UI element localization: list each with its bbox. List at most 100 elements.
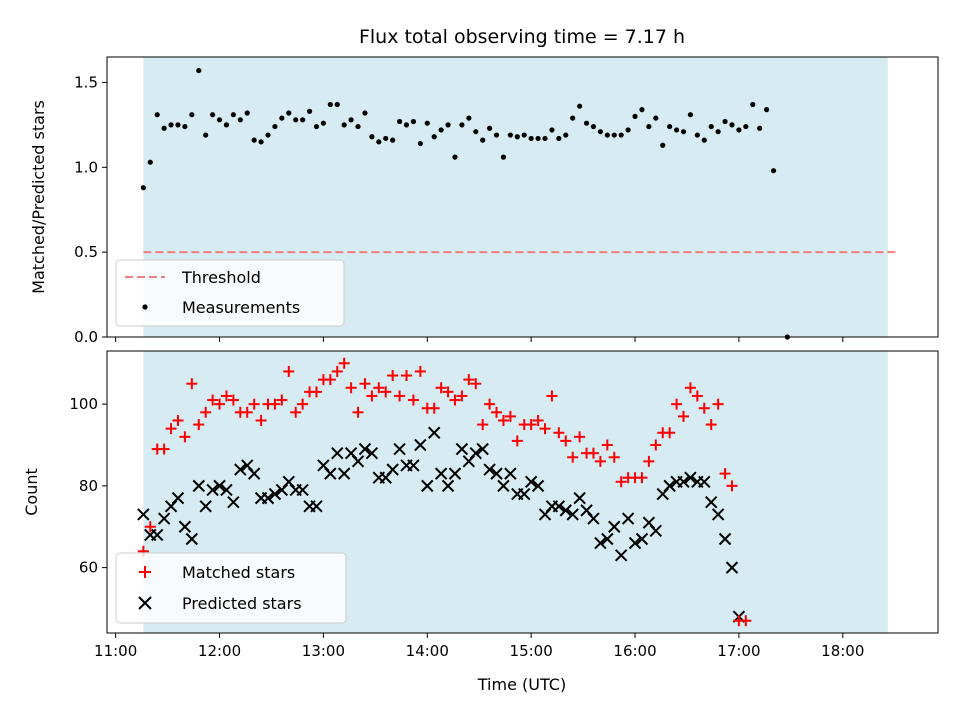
matched-star-point — [428, 402, 440, 414]
measurement-point — [168, 122, 174, 128]
measurement-point — [701, 137, 707, 143]
predicted-star-point — [677, 475, 690, 488]
matched-star-point — [165, 423, 177, 435]
matched-star-point — [200, 406, 212, 418]
predicted-star-point — [621, 512, 635, 525]
measurement-point — [514, 134, 520, 140]
predicted-star-point — [663, 479, 676, 493]
predicted-star-point — [594, 536, 607, 550]
predicted-star-point — [497, 479, 510, 493]
matched-star-point — [380, 386, 392, 398]
matched-star-point — [172, 414, 184, 426]
matched-star-point — [407, 394, 419, 406]
measurement-point — [673, 127, 680, 133]
predicted-star-point — [393, 442, 406, 456]
measurement-point — [542, 135, 548, 142]
measurement-point — [300, 117, 306, 123]
top-ytick-label: 0.0 — [74, 328, 98, 346]
matched-star-point — [740, 615, 752, 627]
matched-star-point — [594, 455, 606, 467]
measurement-point — [272, 123, 278, 130]
measurement-point — [293, 117, 299, 123]
matched-star-point — [463, 374, 475, 386]
matched-star-point — [470, 378, 482, 390]
measurement-point — [577, 103, 583, 109]
matched-stars-series — [137, 357, 752, 627]
measurement-point — [556, 135, 562, 142]
matched-star-point — [678, 410, 690, 422]
measurement-point — [244, 110, 250, 116]
matched-star-point — [207, 394, 219, 406]
matched-star-point — [290, 406, 302, 418]
matched-star-point — [449, 394, 461, 406]
measurement-point — [431, 134, 437, 140]
measurement-point — [500, 154, 507, 160]
chart-title: Flux total observing time = 7.17 h — [359, 26, 685, 48]
predicted-star-point — [587, 512, 600, 525]
measurements-series — [140, 67, 790, 340]
measurement-point — [660, 142, 666, 148]
predicted-star-point — [614, 549, 628, 562]
predicted-star-point — [358, 442, 372, 456]
measurement-point — [632, 113, 638, 119]
predicted-star-point — [483, 463, 496, 476]
top-legend: Threshold Measurements — [115, 259, 345, 327]
matched-star-point — [442, 386, 454, 398]
bottom-xtick-label: 14:00 — [406, 642, 449, 660]
matched-star-point — [664, 427, 676, 439]
measurement-point — [410, 118, 417, 125]
measurement-point — [230, 112, 236, 118]
matched-star-point — [608, 451, 620, 463]
matched-star-point — [297, 398, 309, 410]
bottom-panel: 60 80 100 11:00 12:00 13:00 14:00 15:00 16:00 17… — [22, 350, 939, 694]
legend-predicted-swatch — [138, 596, 152, 610]
bottom-xtick-label: 17:00 — [717, 642, 760, 660]
matched-star-point — [220, 390, 232, 402]
matched-star-point — [615, 476, 627, 488]
measurement-point — [175, 122, 181, 128]
measurement-point — [189, 112, 195, 118]
legend-threshold-label: Threshold — [181, 268, 261, 287]
measurement-point — [473, 129, 479, 135]
top-ytick-label: 1.0 — [74, 158, 98, 176]
measurement-point — [528, 135, 534, 142]
matched-star-point — [338, 357, 350, 369]
measurement-point — [355, 123, 361, 130]
measurement-point — [369, 134, 375, 140]
measurement-point — [764, 107, 770, 113]
predicted-star-point — [331, 446, 344, 460]
matched-star-point — [477, 419, 489, 431]
predicted-star-point — [628, 536, 642, 550]
matched-star-point — [352, 406, 364, 418]
predicted-star-point — [698, 475, 711, 488]
predicted-star-point — [518, 487, 531, 501]
measurement-point — [521, 132, 527, 138]
matched-star-point — [497, 414, 509, 426]
matched-star-point — [539, 423, 551, 435]
predicted-star-point — [247, 467, 261, 480]
predicted-star-point — [504, 467, 517, 480]
predicted-star-point — [206, 483, 219, 497]
predicted-star-point — [469, 446, 482, 460]
matched-star-point — [491, 406, 503, 418]
measurement-point — [507, 132, 513, 138]
measurement-point — [590, 123, 597, 130]
legend-measurements-swatch — [142, 304, 148, 310]
predicted-star-point — [157, 512, 171, 525]
predicted-star-point — [566, 508, 579, 521]
measurement-point — [424, 120, 430, 126]
measurement-point — [313, 123, 320, 130]
predicted-star-point — [573, 491, 586, 505]
matched-star-point — [484, 398, 496, 410]
legend-measurements-label: Measurements — [182, 298, 300, 317]
matched-star-point — [394, 390, 406, 402]
bottom-x-axis-ticks: 11:00 12:00 13:00 14:00 15:00 16:00 17:00 18:00 — [94, 633, 864, 660]
predicted-star-point — [684, 471, 697, 484]
matched-star-point — [435, 382, 447, 394]
matched-star-point — [179, 431, 191, 443]
measurement-point — [597, 129, 604, 135]
bottom-xtick-label: 11:00 — [94, 642, 137, 660]
predicted-star-point — [171, 491, 185, 505]
bottom-xtick-label: 12:00 — [198, 642, 241, 660]
